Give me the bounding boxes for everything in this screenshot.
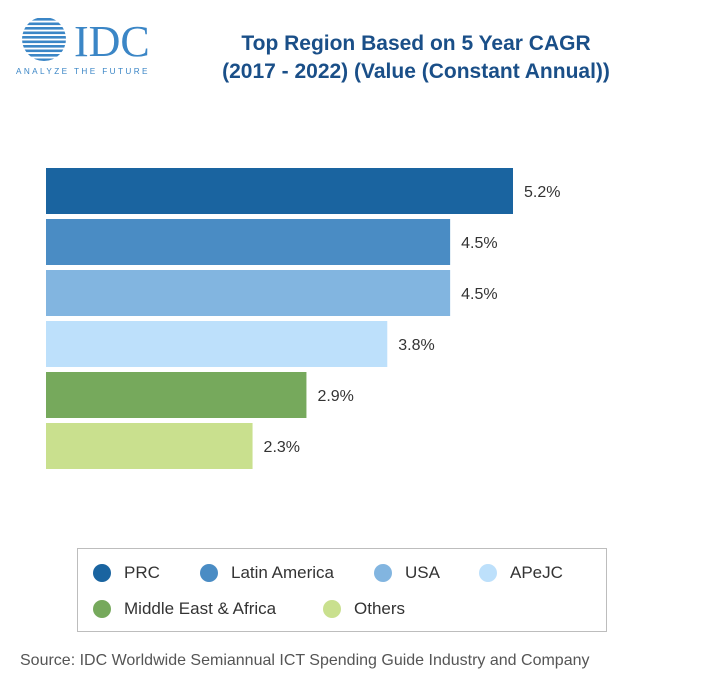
bar-apejc (46, 321, 388, 367)
chart-title-line-2: (2017 - 2022) (Value (Constant Annual)) (222, 60, 610, 83)
chart-title: Top Region Based on 5 Year CAGR (2017 - … (186, 30, 646, 86)
bar-latin-america (46, 219, 451, 265)
legend-item: APeJC (479, 563, 563, 583)
logo-tagline: ANALYZE THE FUTURE (16, 67, 150, 76)
bar-chart: 5.2% 4.5% 4.5% 3.8% 2.9% 2.3% (46, 168, 560, 469)
idc-logo: IDC ANALYZE THE FUTURE (12, 14, 182, 78)
legend-label: Others (354, 599, 406, 618)
bar-prc (46, 168, 513, 214)
legend-swatch (93, 600, 111, 618)
legend-swatch (323, 600, 341, 618)
bar-value-label: 5.2% (524, 184, 560, 201)
logo-wordmark: IDC (74, 17, 150, 66)
legend-item: USA (374, 563, 440, 583)
legend-label: Latin America (231, 563, 334, 582)
bar-usa (46, 270, 451, 316)
legend-label: PRC (124, 563, 160, 582)
idc-logo-graphic: IDC ANALYZE THE FUTURE (16, 17, 150, 76)
legend-item: Latin America (200, 563, 334, 583)
bar-others (46, 423, 253, 469)
bar-value-label: 3.8% (398, 337, 434, 354)
legend-swatch (93, 564, 111, 582)
bar-value-label: 2.9% (317, 388, 353, 405)
legend-swatch (200, 564, 218, 582)
legend-label: APeJC (510, 563, 563, 582)
legend-item: PRC (93, 563, 160, 583)
legend-label: USA (405, 563, 440, 582)
legend-item: Middle East & Africa (93, 599, 276, 619)
source-note: Source: IDC Worldwide Semiannual ICT Spe… (20, 652, 590, 669)
bar-value-label: 4.5% (461, 286, 497, 303)
legend-swatch (374, 564, 392, 582)
bar-middle-east-africa (46, 372, 307, 418)
bar-value-label: 2.3% (264, 439, 300, 456)
chart-legend: PRC Latin America USA APeJC Middle East & Af… (77, 548, 607, 632)
legend-swatch (479, 564, 497, 582)
legend-label: Middle East & Africa (124, 599, 277, 618)
chart-title-line-1: Top Region Based on 5 Year CAGR (241, 32, 591, 55)
legend-item: Others (323, 599, 405, 619)
bar-value-label: 4.5% (461, 235, 497, 252)
